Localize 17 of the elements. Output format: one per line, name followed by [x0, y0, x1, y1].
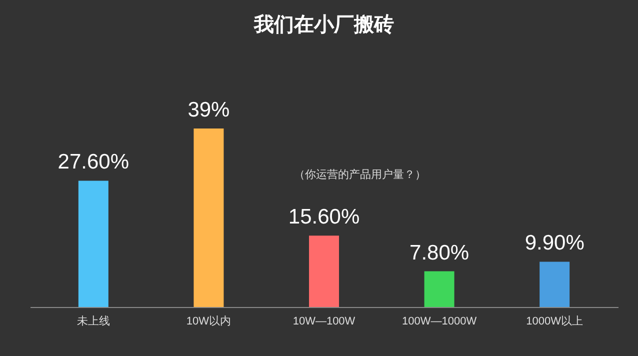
data-label: 15.60% — [288, 206, 360, 229]
x-tick-label: 10W以内 — [186, 314, 232, 328]
x-tick-label: 10W—100W — [292, 316, 356, 328]
annotation: （你运营的产品用户量？） — [294, 168, 426, 181]
x-tick-label: 未上线 — [76, 314, 110, 328]
data-label: 9.90% — [524, 232, 584, 255]
bar — [424, 271, 454, 307]
x-tick-label: 1000W以上 — [526, 314, 584, 328]
data-label: 7.80% — [410, 241, 470, 264]
data-label: 27.60% — [58, 150, 130, 174]
bar — [194, 128, 224, 307]
data-label: 39% — [188, 98, 230, 122]
bar — [309, 236, 339, 307]
bar — [78, 180, 108, 307]
chart-title: 我们在小厂搬砖 — [253, 13, 394, 36]
x-tick-label: 100W—1000W — [402, 316, 478, 328]
bar — [540, 262, 570, 307]
